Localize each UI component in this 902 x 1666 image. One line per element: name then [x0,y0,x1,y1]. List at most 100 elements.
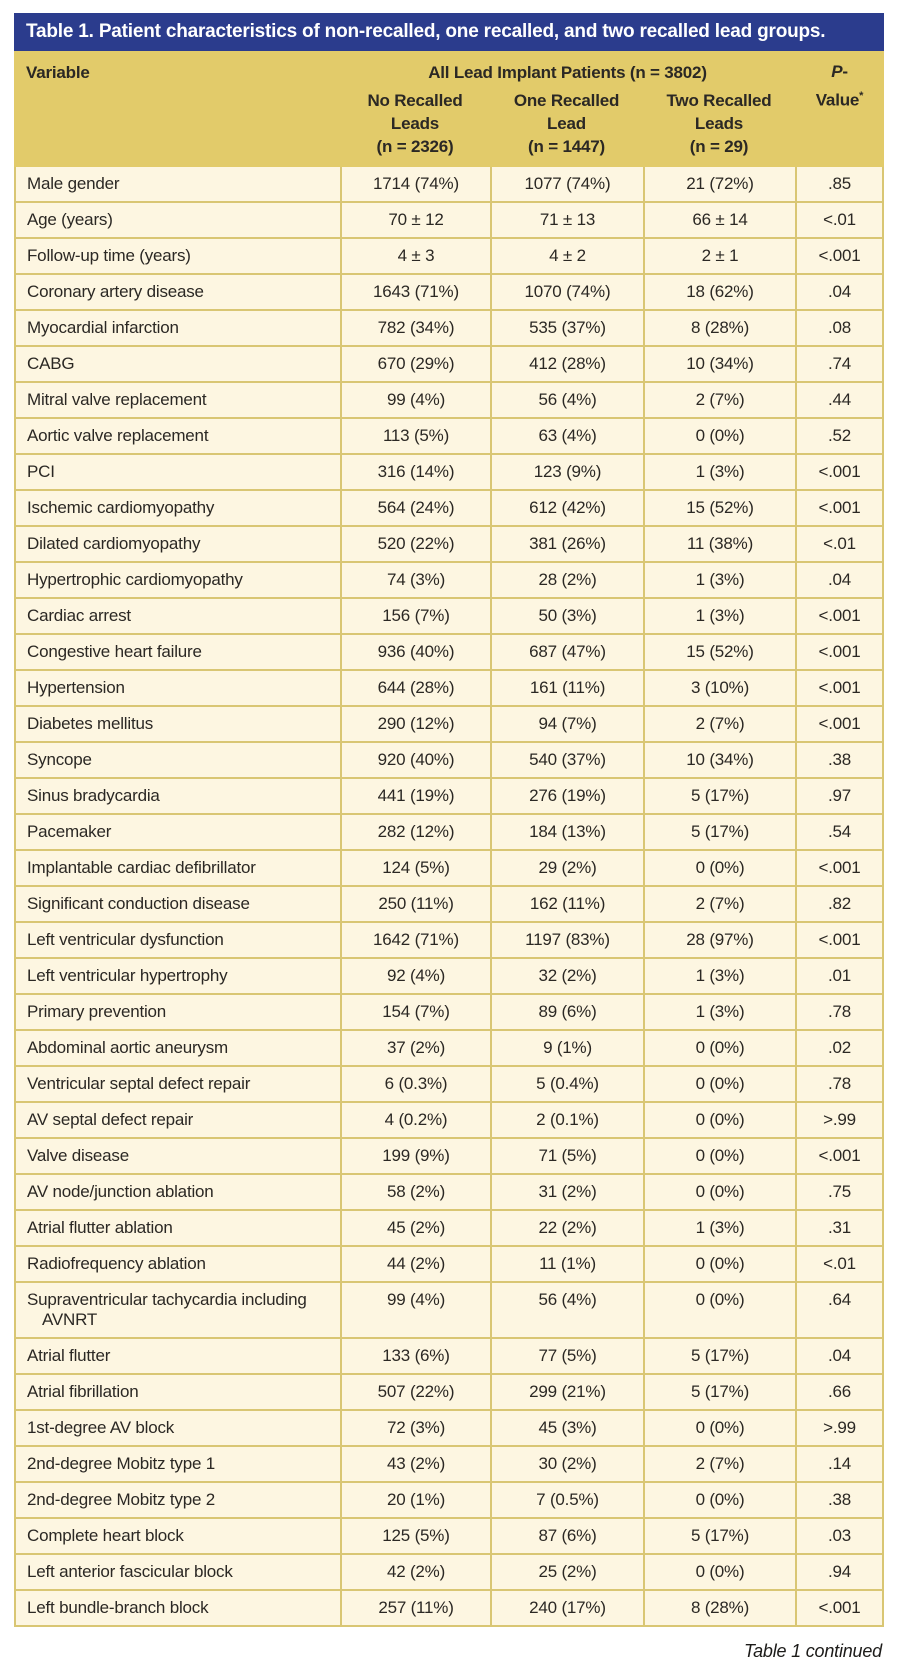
table-row: Primary prevention 154 (7%) 89 (6%) 1 (3… [16,995,882,1031]
one-recalled-lead-cell: 240 (17%) [490,1591,643,1625]
variable-cell: Syncope [27,750,92,769]
two-recalled-leads-cell: 5 (17%) [643,815,795,849]
one-recalled-lead-cell: 11 (1%) [490,1247,643,1281]
table-row: Valve disease 199 (9%) 71 (5%) 0 (0%) <.… [16,1139,882,1175]
variable-cell: Diabetes mellitus [27,714,154,733]
one-recalled-lead-cell: 7 (0.5%) [490,1483,643,1517]
p-value-cell: <.001 [795,1591,882,1625]
table-title-bar: Table 1. Patient characteristics of non-… [14,13,884,51]
variable-cell: 2nd-degree Mobitz type 2 [27,1490,215,1509]
column-header-variable: Variable [26,63,90,82]
no-recalled-leads-cell: 920 (40%) [340,743,490,777]
two-recalled-leads-cell: 8 (28%) [643,1591,795,1625]
two-recalled-leads-cell: 0 (0%) [643,1031,795,1065]
no-recalled-leads-cell: 43 (2%) [340,1447,490,1481]
table-row: Male gender 1714 (74%) 1077 (74%) 21 (72… [16,167,882,203]
column-header-p-value: P- Value* [795,60,884,113]
no-recalled-leads-cell: 37 (2%) [340,1031,490,1065]
p-value-cell: <.001 [795,1139,882,1173]
variable-cell: Primary prevention [27,1002,167,1021]
no-recalled-leads-cell: 72 (3%) [340,1411,490,1445]
no-recalled-leads-cell: 507 (22%) [340,1375,490,1409]
p-value-cell: <.001 [795,239,882,273]
one-recalled-lead-cell: 299 (21%) [490,1375,643,1409]
two-recalled-leads-cell: 3 (10%) [643,671,795,705]
one-recalled-lead-cell: 1197 (83%) [490,923,643,957]
two-recalled-leads-cell: 8 (28%) [643,311,795,345]
p-value-cell: >.99 [795,1411,882,1445]
no-recalled-leads-cell: 290 (12%) [340,707,490,741]
table-row: Sinus bradycardia 441 (19%) 276 (19%) 5 … [16,779,882,815]
table-row: Follow-up time (years) 4 ± 3 4 ± 2 2 ± 1… [16,239,882,275]
one-recalled-lead-cell: 612 (42%) [490,491,643,525]
two-recalled-leads-cell: 10 (34%) [643,743,795,777]
one-recalled-lead-cell: 687 (47%) [490,635,643,669]
column-header-two-recalled-leads: Two Recalled Leads (n = 29) [666,91,772,156]
two-recalled-leads-cell: 2 (7%) [643,1447,795,1481]
variable-cell: Sinus bradycardia [27,786,160,805]
no-recalled-leads-cell: 564 (24%) [340,491,490,525]
two-recalled-leads-cell: 15 (52%) [643,491,795,525]
p-value-dash: - [842,62,848,81]
variable-cell: Coronary artery disease [27,282,204,301]
variable-cell: Valve disease [27,1146,129,1165]
column-group-header: All Lead Implant Patients (n = 3802) [428,63,707,82]
two-recalled-leads-cell: 28 (97%) [643,923,795,957]
one-recalled-lead-cell: 25 (2%) [490,1555,643,1589]
no-recalled-leads-cell: 6 (0.3%) [340,1067,490,1101]
p-value-cell: .38 [795,1483,882,1517]
variable-cell: Atrial flutter ablation [27,1218,173,1237]
one-recalled-lead-cell: 87 (6%) [490,1519,643,1553]
table-row: Diabetes mellitus 290 (12%) 94 (7%) 2 (7… [16,707,882,743]
no-recalled-leads-cell: 520 (22%) [340,527,490,561]
no-recalled-leads-cell: 1714 (74%) [340,167,490,201]
p-value-cell: .78 [795,1067,882,1101]
table-row: Myocardial infarction 782 (34%) 535 (37%… [16,311,882,347]
no-recalled-leads-cell: 70 ± 12 [340,203,490,237]
table-row: Age (years) 70 ± 12 71 ± 13 66 ± 14 <.01 [16,203,882,239]
variable-cell: 1st-degree AV block [27,1418,175,1437]
variable-cell: Significant conduction disease [27,894,250,913]
table-row: Abdominal aortic aneurysm 37 (2%) 9 (1%)… [16,1031,882,1067]
variable-cell: Mitral valve replacement [27,390,207,409]
variable-cell: PCI [27,462,55,481]
p-value-cell: .08 [795,311,882,345]
one-recalled-lead-cell: 63 (4%) [490,419,643,453]
table-row: Left bundle-branch block 257 (11%) 240 (… [16,1591,882,1625]
column-header-one-recalled-lead: One Recalled Lead (n = 1447) [513,91,620,156]
one-recalled-lead-cell: 1077 (74%) [490,167,643,201]
p-value-cell: .97 [795,779,882,813]
p-value-cell: .94 [795,1555,882,1589]
two-recalled-leads-cell: 66 ± 14 [643,203,795,237]
one-recalled-lead-cell: 56 (4%) [490,1283,643,1337]
one-recalled-lead-cell: 4 ± 2 [490,239,643,273]
two-recalled-leads-cell: 2 (7%) [643,887,795,921]
table-row: Implantable cardiac defibrillator 124 (5… [16,851,882,887]
one-recalled-lead-cell: 535 (37%) [490,311,643,345]
variable-cell: Cardiac arrest [27,606,131,625]
no-recalled-leads-cell: 250 (11%) [340,887,490,921]
no-recalled-leads-cell: 113 (5%) [340,419,490,453]
no-recalled-leads-cell: 4 (0.2%) [340,1103,490,1137]
p-value-cell: <.001 [795,635,882,669]
p-value-cell: .04 [795,275,882,309]
table-row: Radiofrequency ablation 44 (2%) 11 (1%) … [16,1247,882,1283]
one-recalled-lead-cell: 50 (3%) [490,599,643,633]
two-recalled-leads-cell: 0 (0%) [643,851,795,885]
no-recalled-leads-cell: 133 (6%) [340,1339,490,1373]
no-recalled-leads-cell: 44 (2%) [340,1247,490,1281]
two-recalled-leads-cell: 11 (38%) [643,527,795,561]
table-row: Ischemic cardiomyopathy 564 (24%) 612 (4… [16,491,882,527]
variable-cell: Complete heart block [27,1526,184,1545]
no-recalled-leads-cell: 782 (34%) [340,311,490,345]
p-value-cell: <.001 [795,671,882,705]
two-recalled-leads-cell: 5 (17%) [643,1339,795,1373]
table-row: Dilated cardiomyopathy 520 (22%) 381 (26… [16,527,882,563]
two-recalled-leads-cell: 5 (17%) [643,779,795,813]
two-recalled-leads-cell: 1 (3%) [643,1211,795,1245]
p-value-cell: .78 [795,995,882,1029]
variable-cell: Supraventricular tachycardia including A… [27,1290,307,1329]
two-recalled-leads-cell: 1 (3%) [643,959,795,993]
two-recalled-leads-cell: 0 (0%) [643,1283,795,1337]
variable-cell: Left anterior fascicular block [27,1562,233,1581]
